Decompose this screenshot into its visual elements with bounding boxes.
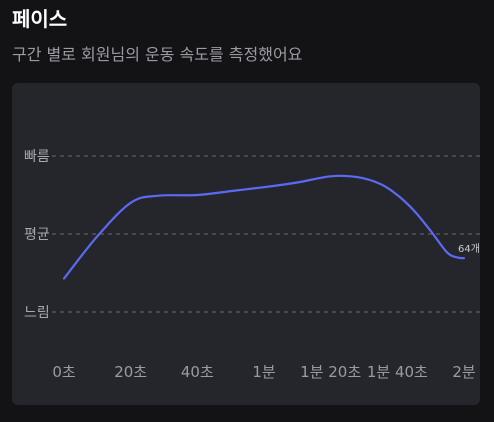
series-end-label: 64개 bbox=[458, 243, 480, 255]
section-subtitle: 구간 별로 회원님의 운동 속도를 측정했어요 bbox=[12, 45, 303, 64]
pace-series-line bbox=[62, 174, 466, 280]
y-tick-label: 빠름 bbox=[24, 149, 50, 165]
x-tick-label: 0초 bbox=[52, 363, 76, 381]
y-tick-label: 느림 bbox=[24, 305, 50, 321]
x-tick-label: 1분 40초 bbox=[367, 363, 428, 381]
pace-chart: 느림 평균 빠름 0초 20초 40초 1분 1분 20초 1분 40초 2분 64개 bbox=[24, 149, 480, 381]
x-tick-label: 20초 bbox=[114, 363, 147, 381]
y-tick-label: 평균 bbox=[24, 227, 50, 243]
x-tick-label: 40초 bbox=[181, 363, 214, 381]
x-tick-label: 1분 20초 bbox=[300, 363, 361, 381]
x-tick-label: 1분 bbox=[252, 363, 276, 381]
x-tick-label: 2분 bbox=[452, 363, 476, 381]
pace-chart-card: 느림 평균 빠름 0초 20초 40초 1분 1분 20초 1분 40초 2분 64개 bbox=[12, 83, 480, 405]
section-title: 페이스 bbox=[12, 7, 68, 31]
